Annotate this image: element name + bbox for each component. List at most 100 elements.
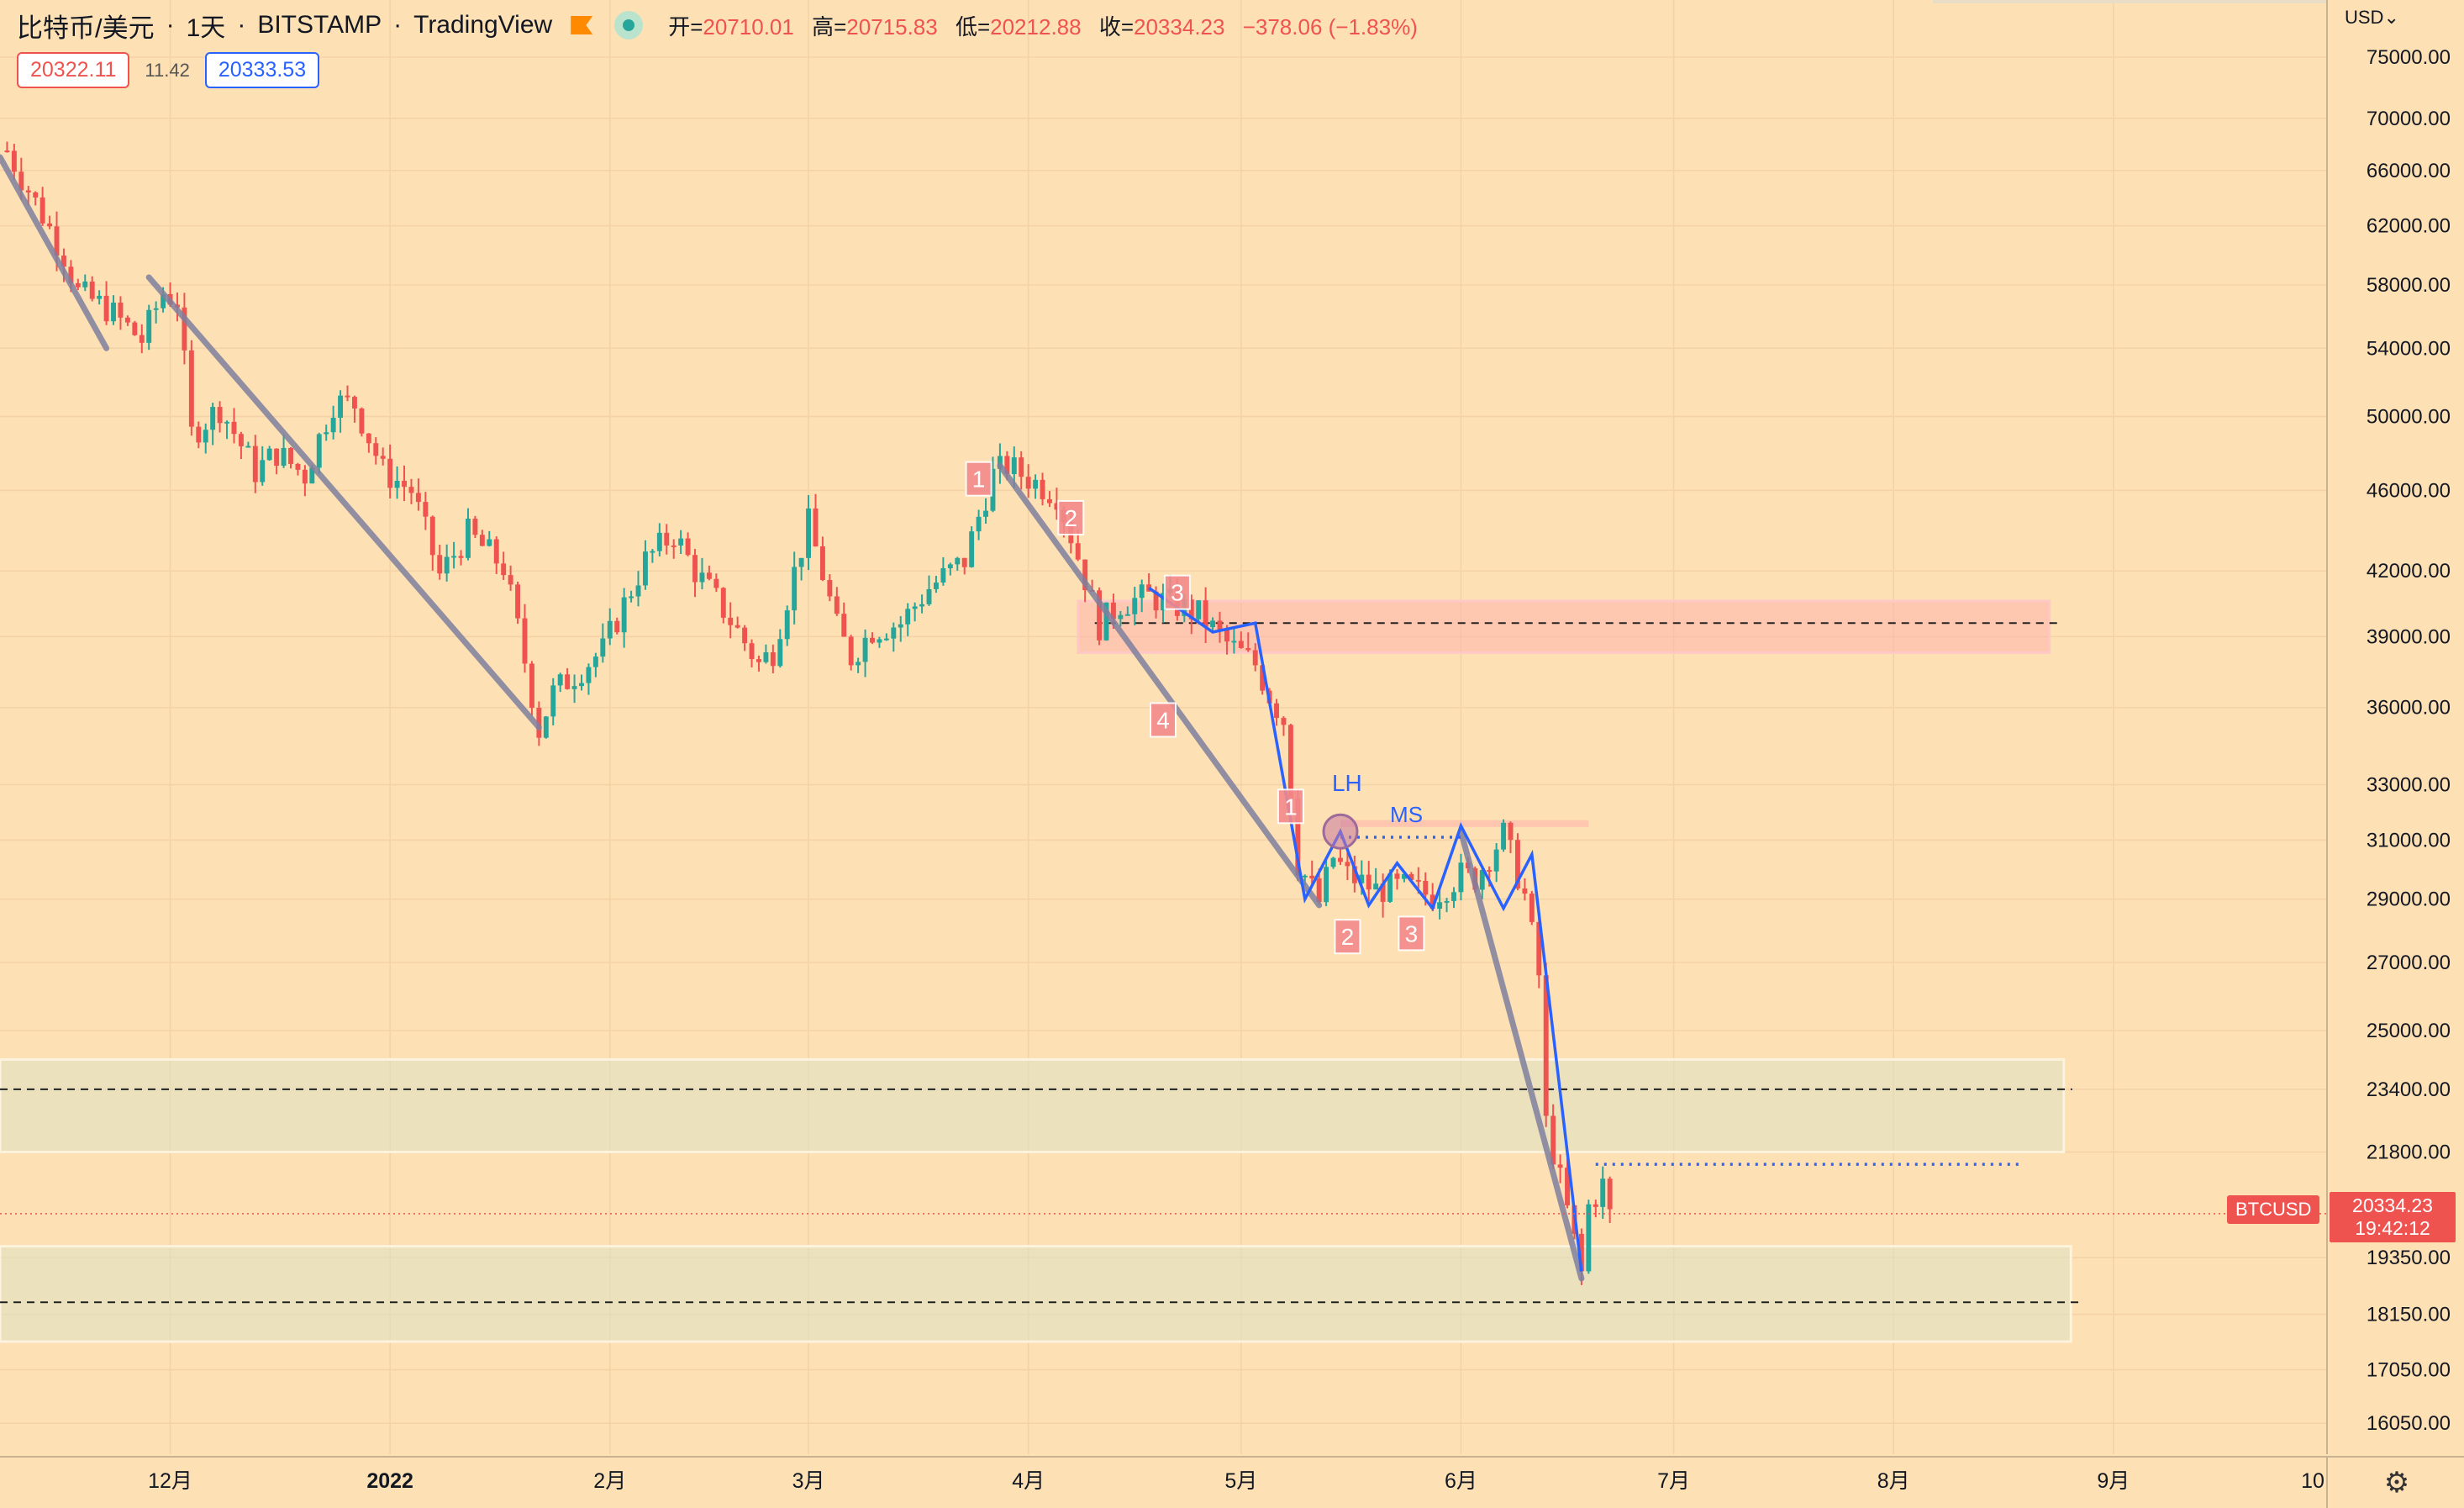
platform-label: TradingView (413, 11, 553, 39)
candle-body (302, 469, 308, 484)
price-tick-label: 27000.00 (2367, 952, 2451, 974)
candle-body (1118, 614, 1124, 620)
candle-body (89, 281, 95, 299)
sell-price-button[interactable]: 20322.11 (17, 52, 130, 88)
bar-countdown: 19:42:12 (2355, 1217, 2430, 1239)
candle-body (1309, 875, 1315, 879)
candle-body (1444, 900, 1450, 903)
candle-body (1139, 584, 1145, 598)
candle-body (650, 551, 655, 553)
candle-body (1054, 503, 1060, 510)
flag-icon[interactable] (571, 16, 593, 34)
candle-body (870, 637, 875, 643)
candle-body (1103, 602, 1109, 641)
candle-body (274, 448, 280, 467)
candle-body (1522, 888, 1528, 894)
candle-body (1415, 879, 1421, 882)
interval-label[interactable]: 1天 (186, 14, 226, 42)
candle-body (1153, 591, 1159, 611)
candle-body (429, 516, 435, 556)
candle-body (1132, 598, 1138, 614)
candle-body (1373, 883, 1379, 890)
spread-value: 11.42 (145, 59, 190, 81)
candle-body (103, 295, 109, 322)
time-axis[interactable] (0, 1456, 2326, 1508)
candle-body (1025, 477, 1031, 489)
market-status-icon[interactable] (614, 11, 644, 40)
candle-body (501, 563, 507, 576)
settings-gear-icon[interactable]: ⚙ (2326, 1456, 2464, 1508)
trendline (145, 274, 542, 730)
candle-body (1252, 650, 1258, 666)
candle-body (1593, 1204, 1598, 1207)
wave-count-label: 1 (972, 467, 986, 493)
candle-body (1281, 718, 1287, 725)
candle-body (792, 567, 798, 611)
time-tick-label: 3月 (792, 1469, 825, 1493)
candle-body (607, 620, 613, 639)
symbol-name[interactable]: 比特币/美元 (17, 13, 155, 43)
candle-body (196, 426, 202, 443)
candle-body (1316, 878, 1322, 903)
candle-body (635, 585, 641, 597)
price-tick-label: 62000.00 (2367, 215, 2451, 238)
price-axis[interactable] (2326, 0, 2464, 1454)
time-tick-label: 9月 (2097, 1469, 2130, 1493)
price-tick-label: 54000.00 (2367, 337, 2451, 360)
candle-body (955, 557, 961, 565)
buy-price-button[interactable]: 20333.53 (204, 52, 320, 88)
candle-body (571, 686, 577, 689)
exchange-label: BITSTAMP (257, 11, 382, 39)
candle-body (976, 516, 982, 532)
candle-body (97, 295, 103, 299)
ms-label: MS (1390, 802, 1423, 827)
candle-body (515, 584, 521, 619)
candle-body (749, 643, 755, 660)
candle-body (579, 683, 584, 687)
ohlc-values: 开=20710.01 高=20715.83 低=20212.88 收=20334… (668, 10, 1429, 41)
separator: · (393, 11, 403, 39)
wave-count-box (1150, 702, 1177, 738)
price-tick-label: 70000.00 (2367, 108, 2451, 130)
candle-body (394, 480, 400, 488)
price-tick-label: 25000.00 (2367, 1020, 2451, 1042)
candle-body (1423, 880, 1429, 895)
candle-body (1033, 479, 1039, 489)
candle-body (990, 468, 996, 511)
candle-body (565, 674, 571, 689)
time-tick-label: 7月 (1657, 1469, 1690, 1493)
candle-body (798, 557, 804, 567)
candle-body (1351, 866, 1357, 883)
candle-body (1394, 873, 1400, 879)
candle-body (997, 456, 1003, 469)
candle-body (345, 395, 350, 398)
candle-body (18, 171, 24, 191)
candle-body (82, 281, 88, 287)
candle-body (706, 572, 712, 579)
candle-body (969, 531, 975, 567)
candle-body (919, 604, 925, 607)
candle-body (1124, 614, 1130, 616)
candle-body (508, 575, 513, 585)
supply-demand-zone (0, 1245, 2072, 1343)
candle-body (203, 430, 208, 443)
candle-body (692, 555, 698, 583)
wave-count-box (965, 461, 992, 497)
status-dot (623, 19, 635, 31)
last-price-tag: 20334.23 19:42:12 (2330, 1192, 2456, 1242)
candle-body (1557, 1164, 1563, 1168)
candle-body (316, 434, 322, 468)
candle-body (252, 446, 258, 482)
high-label: 高= (812, 13, 847, 40)
candle-body (621, 597, 627, 633)
candle-body (1224, 630, 1229, 642)
last-price-value: 20334.23 (2352, 1194, 2433, 1216)
candle-body (912, 606, 918, 609)
currency-selector[interactable]: USD⌄ (2345, 7, 2399, 28)
candle-body (671, 545, 677, 547)
candle-body (1408, 873, 1414, 880)
wave-count-label: 4 (1156, 707, 1170, 733)
candle-body (1551, 1115, 1556, 1165)
